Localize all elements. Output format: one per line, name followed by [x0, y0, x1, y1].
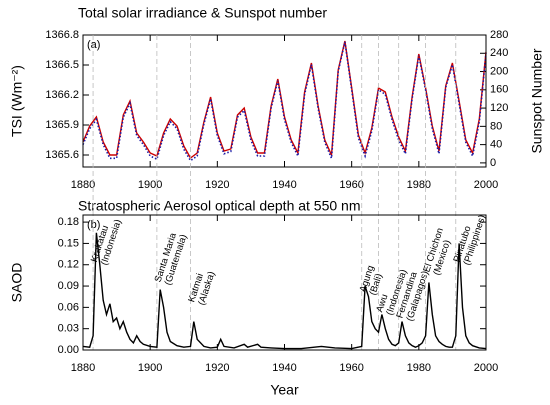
y-tick-label: 1366.8	[45, 29, 79, 41]
y-tick-label: 1366.5	[45, 59, 79, 71]
x-tick-label: 1880	[71, 362, 95, 374]
data-line	[82, 41, 487, 162]
x-tick-label: 1980	[407, 179, 431, 191]
y-tick-label: 0.12	[58, 259, 79, 271]
panel-title: Total solar irradiance & Sunspot number	[78, 5, 327, 21]
panel-title: Stratospheric Aerosol optical depth at 5…	[78, 198, 361, 214]
x-axis-label: Year	[270, 382, 299, 398]
y-axis-label: TSI (Wm⁻²)	[9, 65, 25, 137]
y2-tick-label: 280	[490, 29, 508, 41]
x-tick-label: 1960	[339, 179, 363, 191]
x-tick-label: 1880	[71, 179, 95, 191]
annotation-name: Awu	[374, 293, 390, 314]
y-tick-label: 0.09	[58, 280, 79, 292]
x-tick-label: 1920	[205, 179, 229, 191]
x-tick-label: 1940	[272, 362, 296, 374]
x-tick-label: 2000	[474, 362, 498, 374]
x-tick-label: 1900	[138, 179, 162, 191]
y-tick-label: 1366.2	[45, 89, 79, 101]
y-tick-label: 0.00	[58, 344, 79, 356]
y2-tick-label: 0	[490, 157, 496, 169]
panel-label: (b)	[87, 219, 100, 231]
y2-tick-label: 120	[490, 102, 508, 114]
plot-frame	[82, 34, 487, 168]
y-tick-label: 1365.6	[45, 149, 79, 161]
y-tick-label: 0.18	[58, 216, 79, 228]
y2-tick-label: 160	[490, 84, 508, 96]
y-tick-label: 1365.9	[45, 119, 79, 131]
x-tick-label: 1980	[407, 362, 431, 374]
y-tick-label: 0.06	[58, 301, 79, 313]
y-tick-label: 0.15	[58, 237, 79, 249]
panel-label: (a)	[87, 39, 100, 51]
y2-axis-label: Sunspot Number	[529, 48, 545, 153]
y-axis-label: SAOD	[9, 263, 25, 303]
x-tick-label: 1960	[339, 362, 363, 374]
y2-tick-label: 240	[490, 47, 508, 59]
x-tick-label: 1900	[138, 362, 162, 374]
data-line	[82, 232, 487, 350]
x-tick-label: 2000	[474, 179, 498, 191]
y2-tick-label: 40	[490, 139, 502, 151]
x-tick-label: 1940	[272, 179, 296, 191]
y-tick-label: 0.03	[58, 323, 79, 335]
y2-tick-label: 200	[490, 65, 508, 77]
x-tick-label: 1920	[205, 362, 229, 374]
y2-tick-label: 80	[490, 120, 502, 132]
plot-frame	[82, 214, 487, 351]
data-line	[82, 40, 487, 160]
